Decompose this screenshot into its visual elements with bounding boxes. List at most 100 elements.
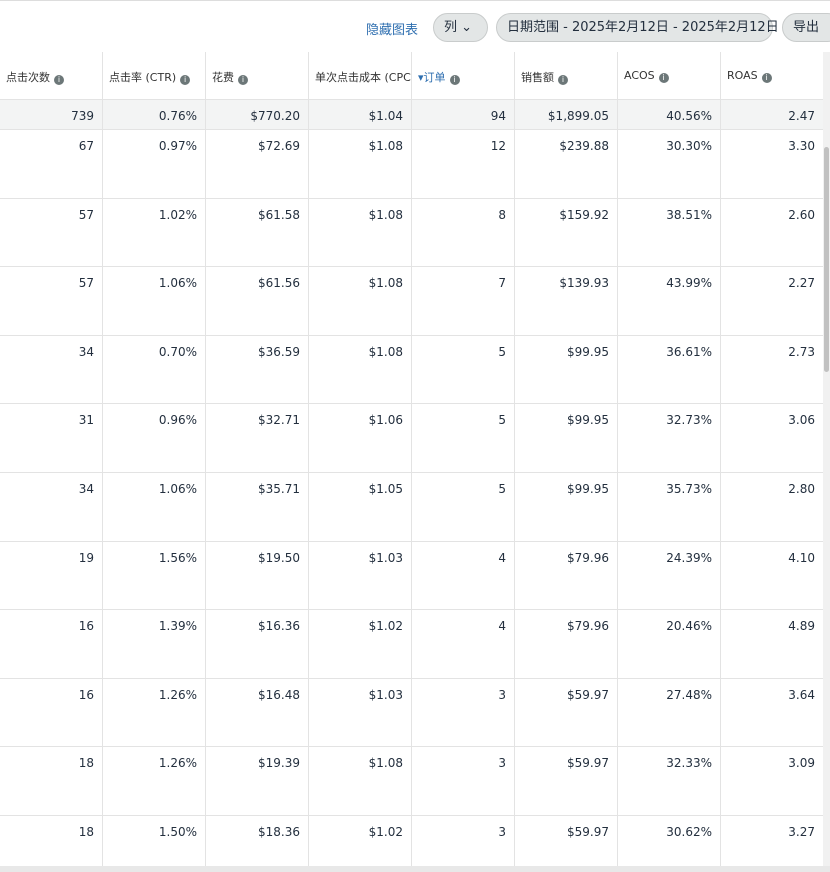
vertical-scrollbar[interactable] [823,52,830,866]
table-cell: $159.92 [515,198,618,267]
table-cell: 4.89 [721,610,823,678]
table-cell: 4 [412,541,515,610]
info-icon: i [558,75,568,85]
header-label: 花费 [212,71,234,84]
table-cell: 3 [412,816,515,866]
sort-arrow: ▾ [418,71,424,84]
table-cell: 30.30% [618,130,721,198]
table-cell: 5 [412,404,515,472]
date-range-button[interactable]: 日期范围 - 2025年2月12日 - 2025年2月12日 [496,13,779,42]
table-cell: $61.56 [206,267,309,335]
table-cell: $1.08 [309,267,412,335]
columns-label: 列 [444,20,458,35]
table-cell: 0.97% [103,130,206,198]
table-cell: 34 [0,473,103,541]
table-cell: 1.06% [103,267,206,335]
data-row: 57 1.06% $61.56 $1.08 7 $139.93 43.99% 2.27 [0,267,823,336]
table-cell: 0.70% [103,335,206,404]
data-row: 16 1.26% $16.48 $1.03 3 $59.97 27.48% 3.64 [0,678,823,748]
table-cell: 5 [412,473,515,541]
table-cell: $59.97 [515,678,618,747]
table-cell: 1.56% [103,541,206,610]
hide-chart-link[interactable]: 隐藏图表 [366,23,419,38]
table-cell: 31 [0,404,103,472]
table-cell: 35.73% [618,473,721,541]
header-label: ACOS [624,69,655,82]
table-cell: $139.93 [515,267,618,335]
table-cell: 16 [0,610,103,678]
table-cell: 1.02% [103,198,206,267]
table-cell: 3 [412,678,515,747]
table-cell: $1.08 [309,198,412,267]
table-cell: $1.08 [309,747,412,815]
table-cell: 2.47 [721,100,823,129]
table-cell: 57 [0,267,103,335]
table-cell: $1.08 [309,335,412,404]
table-cell: 2.80 [721,473,823,541]
data-row: 67 0.97% $72.69 $1.08 12 $239.88 30.30% 3.30 [0,130,823,199]
table-cell: 1.50% [103,816,206,866]
table-cell: 43.99% [618,267,721,335]
table-cell: 18 [0,816,103,866]
data-table: 点击次数 i 点击率 (CTR) i 花费 i 单次点击成本 (CPC) ▾订单 i 销售额 i AC… [0,52,823,866]
table-cell: 20.46% [618,610,721,678]
table-cell: 1.39% [103,610,206,678]
table-cell: 36.61% [618,335,721,404]
table-cell: 5 [412,335,515,404]
table-cell: 12 [412,130,515,198]
info-icon: i [54,75,64,85]
table-cell: $99.95 [515,335,618,404]
table-cell: 67 [0,130,103,198]
table-cell: 4 [412,610,515,678]
table-cell: $36.59 [206,335,309,404]
table-cell: 32.73% [618,404,721,472]
table-cell: $1.03 [309,541,412,610]
data-row: 34 1.06% $35.71 $1.05 5 $99.95 35.73% 2.80 [0,473,823,542]
table-cell: 7 [412,267,515,335]
table-cell: $1.04 [309,100,412,129]
header-cell[interactable]: ROAS i [721,52,823,99]
table-cell: $1.02 [309,816,412,866]
header-cell[interactable]: ACOS i [618,52,721,99]
table-cell: 32.33% [618,747,721,815]
export-label: 导出 [793,20,820,35]
table-cell: $18.36 [206,816,309,866]
table-cell: $19.50 [206,541,309,610]
header-cell[interactable]: 销售额 i [515,52,618,99]
header-label: 销售额 [521,71,554,84]
table-cell: $61.58 [206,198,309,267]
table-cell: $16.36 [206,610,309,678]
table-cell: $1.06 [309,404,412,472]
header-label: 点击率 (CTR) [109,71,177,84]
table-cell: 1.26% [103,747,206,815]
table-cell: 27.48% [618,678,721,747]
table-cell: $79.96 [515,610,618,678]
header-cell[interactable]: 点击率 (CTR) i [103,52,206,99]
total-row: 739 0.76% $770.20 $1.04 94 $1,899.05 40.56% 2.4… [0,100,823,130]
data-row: 31 0.96% $32.71 $1.06 5 $99.95 32.73% 3.06 [0,404,823,473]
columns-button[interactable]: 列 ⌄ [433,13,488,42]
table-cell: 3.64 [721,679,823,747]
table-cell: 3.30 [721,130,823,198]
header-cell[interactable]: ▾订单 i [412,52,515,99]
table-cell: 18 [0,747,103,815]
table-cell: 57 [0,198,103,267]
header-cell[interactable]: 单次点击成本 (CPC) [309,52,412,99]
table-cell: $79.96 [515,541,618,610]
table-cell: 24.39% [618,541,721,610]
table-cell: 3.09 [721,747,823,815]
header-row: 点击次数 i 点击率 (CTR) i 花费 i 单次点击成本 (CPC) ▾订单 i 销售额 i AC… [0,52,823,100]
table-cell: 1.26% [103,678,206,747]
horizontal-scrollbar[interactable] [0,866,830,872]
table-cell: $1.02 [309,610,412,678]
table-cell: $32.71 [206,404,309,472]
header-label: 点击次数 [6,71,50,84]
header-cell[interactable]: 点击次数 i [0,52,103,99]
table-cell: $239.88 [515,130,618,198]
header-cell[interactable]: 花费 i [206,52,309,99]
export-button[interactable]: 导出 [782,13,830,42]
table-cell: $1,899.05 [515,100,618,129]
data-row: 34 0.70% $36.59 $1.08 5 $99.95 36.61% 2.73 [0,335,823,405]
table-cell: 34 [0,335,103,404]
